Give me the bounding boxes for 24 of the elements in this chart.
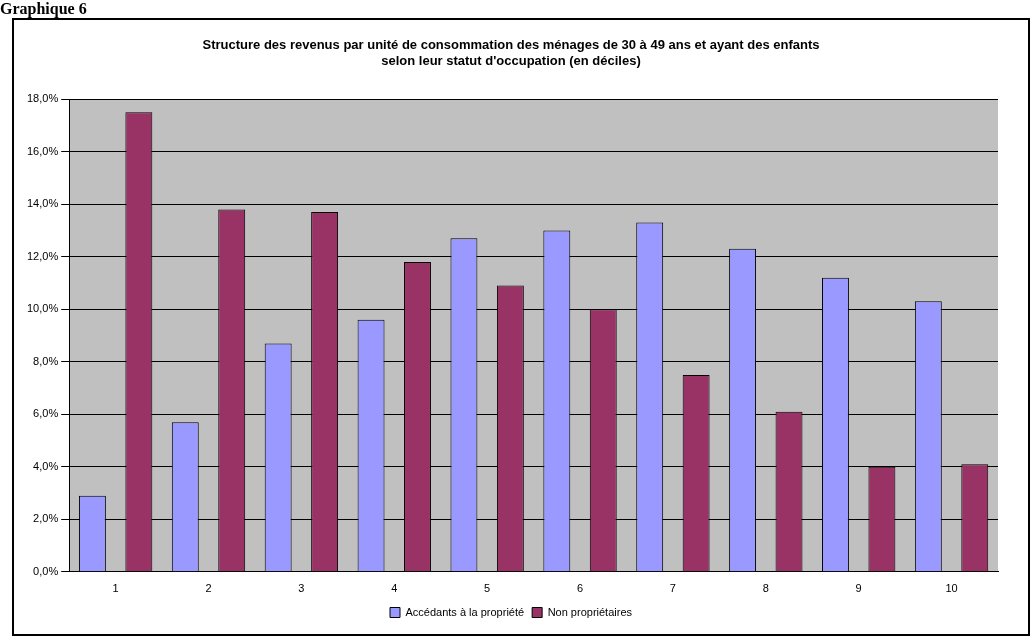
legend-label: Accédants à la propriété [405, 605, 525, 618]
y-tick-label: 2,0% [33, 512, 59, 525]
x-tick-label: 10 [945, 582, 958, 595]
y-tick-label: 8,0% [33, 354, 59, 367]
y-tick-label: 4,0% [33, 459, 59, 472]
x-tick-label: 8 [762, 582, 769, 595]
y-tick-label: 6,0% [33, 407, 59, 420]
x-tick-label: 5 [484, 582, 491, 595]
x-tick-label: 1 [112, 582, 119, 595]
legend-label: Non propriétaires [547, 605, 633, 618]
text: Graphique 6 [0, 0, 87, 18]
y-tick-label: 14,0% [26, 197, 59, 210]
y-tick-label: 0,0% [33, 564, 59, 577]
chart-title: Structure des revenus par unité de consommation des ménages de 30 à 49 ans et ayant des enfants selon leur statut d'occupation (en déciles) [202, 37, 820, 68]
y-tick-label: 18,0% [26, 92, 59, 105]
x-tick-label: 9 [855, 582, 862, 595]
x-tick-label: 7 [669, 582, 676, 595]
y-tick-label: 10,0% [26, 302, 59, 315]
y-tick-label: 12,0% [26, 249, 59, 262]
y-tick-label: 16,0% [26, 144, 59, 157]
x-tick-label: 2 [205, 582, 212, 595]
x-tick-label: 6 [576, 582, 584, 595]
x-tick-label: 4 [391, 582, 398, 595]
x-tick-label: 3 [298, 582, 305, 595]
